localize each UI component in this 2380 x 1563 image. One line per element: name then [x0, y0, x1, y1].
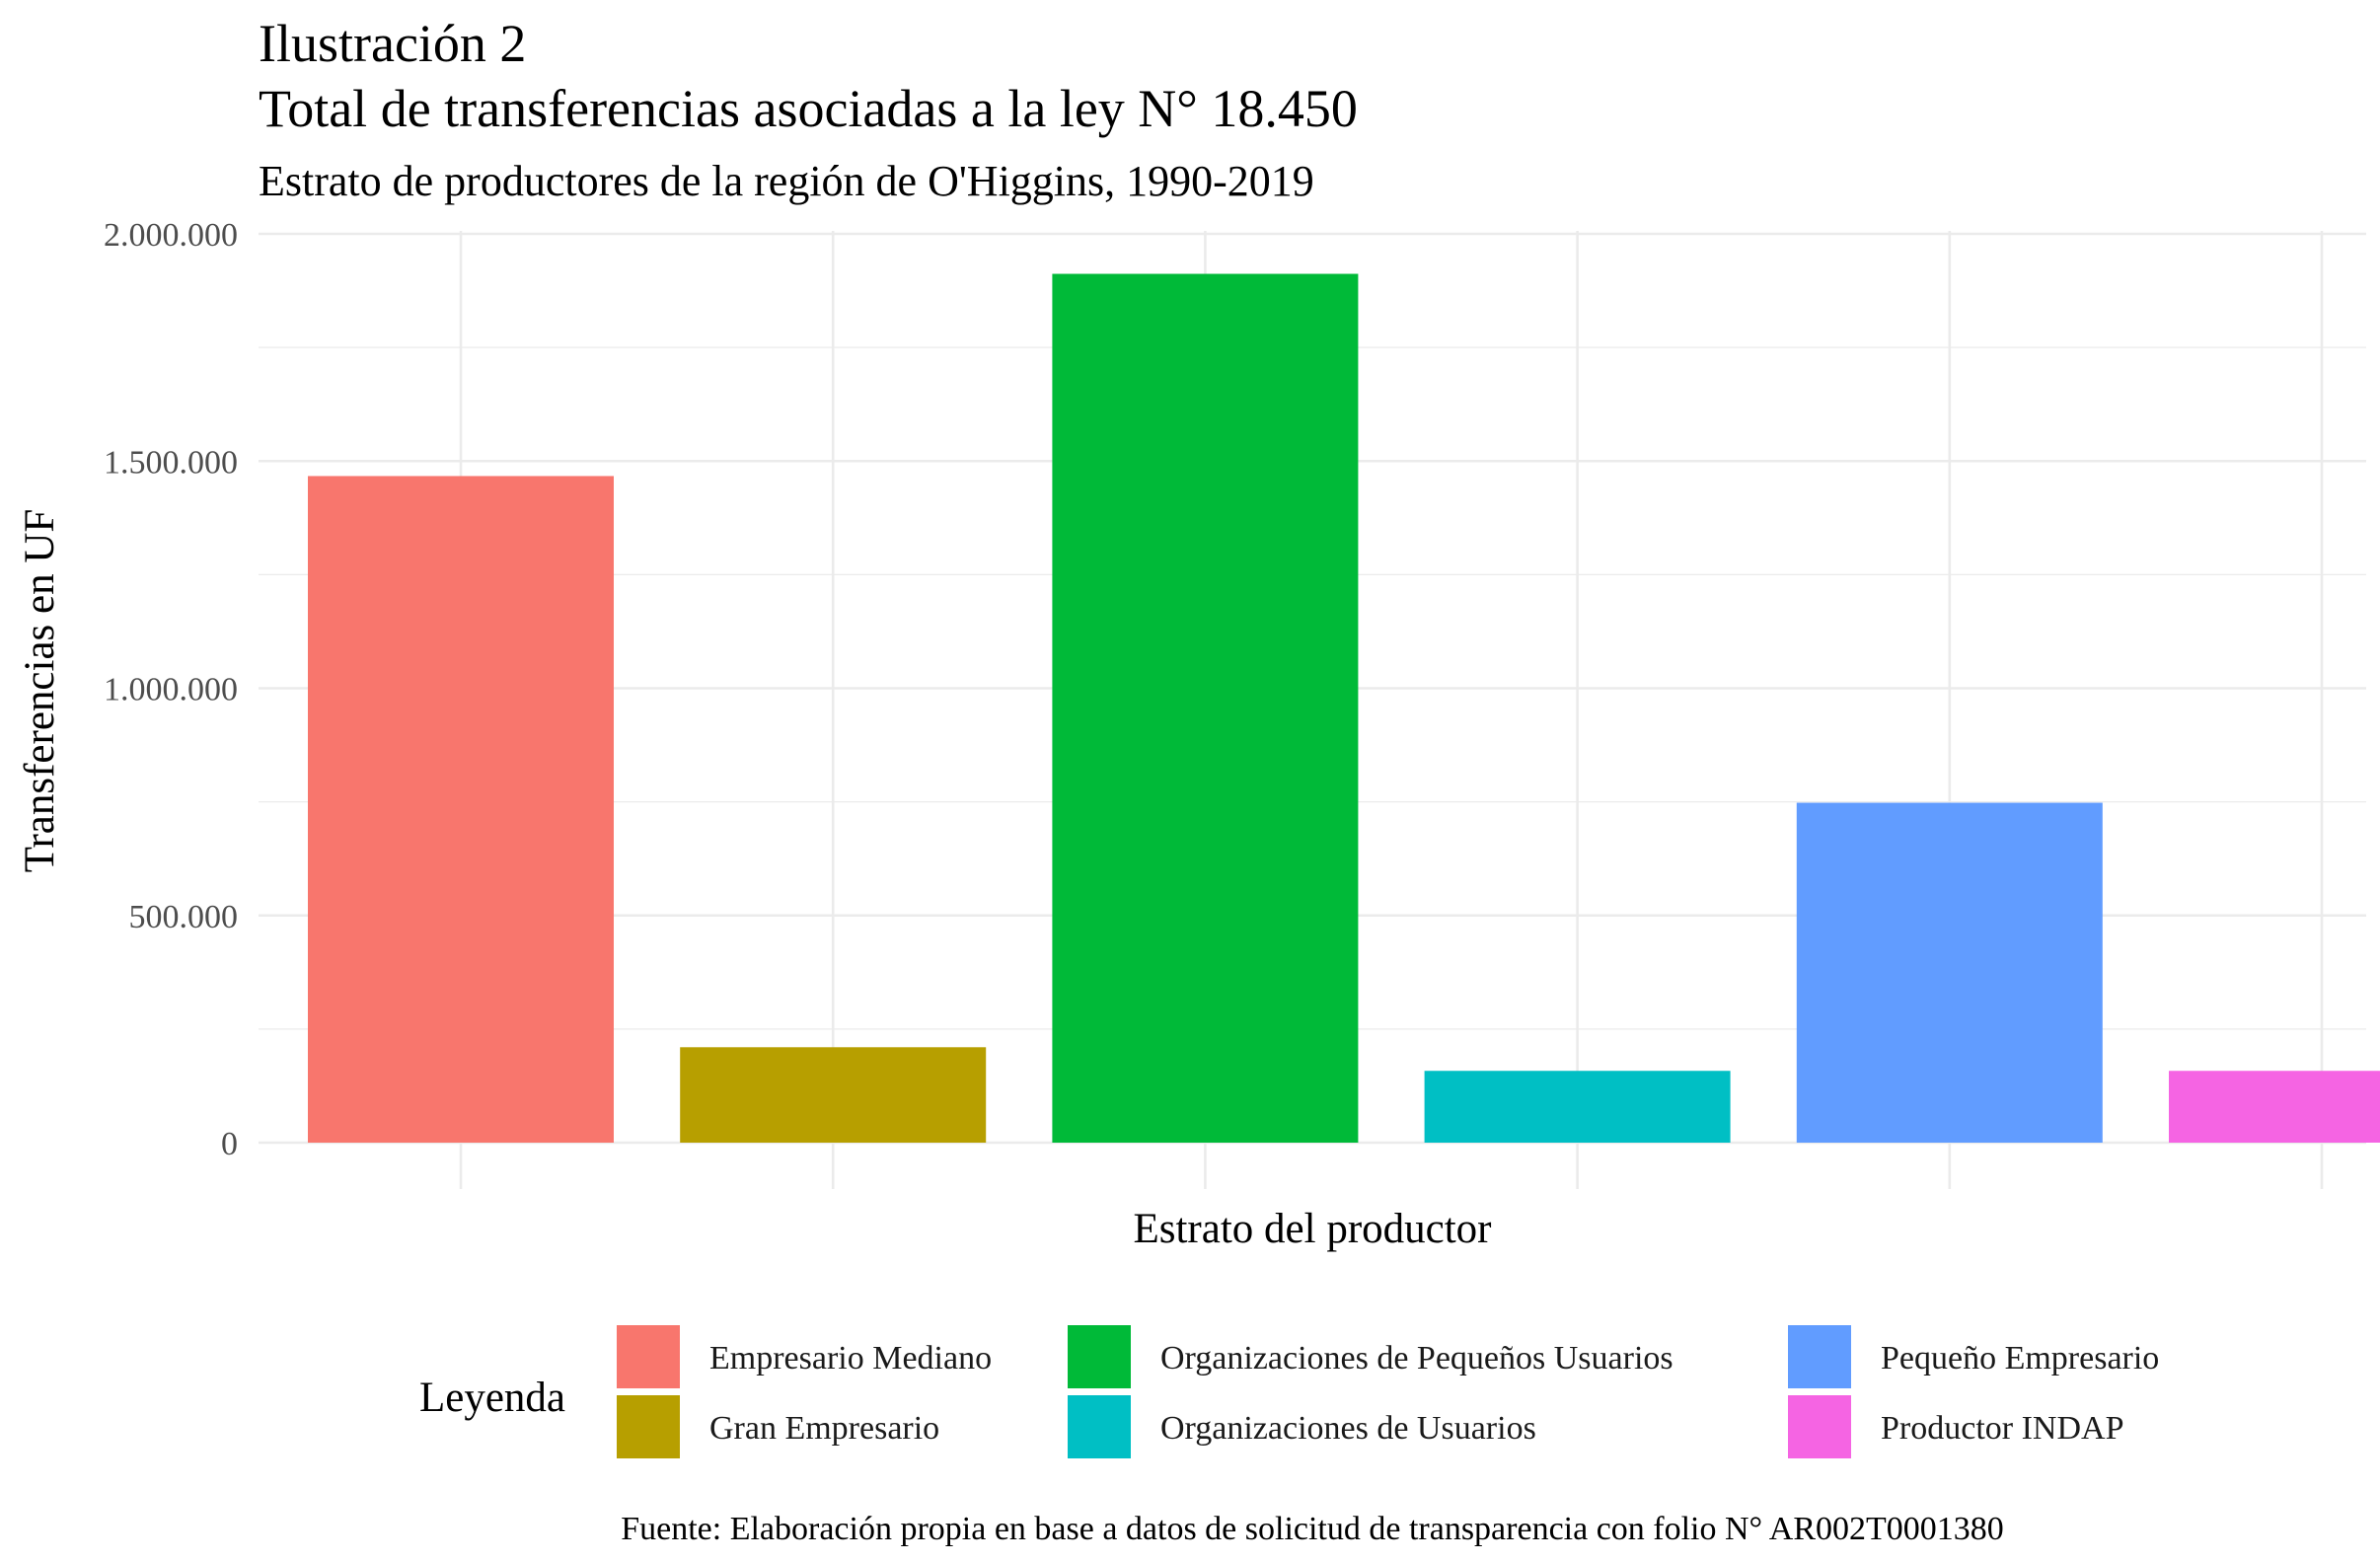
bar-2 — [680, 1047, 987, 1143]
bar-3 — [1052, 273, 1359, 1143]
legend-key-1 — [617, 1325, 680, 1388]
legend-label-5: Pequeño Empresario — [1881, 1340, 2159, 1377]
bar-4 — [1424, 1071, 1731, 1143]
bar-5 — [1796, 802, 2103, 1143]
legend-label-3: Organizaciones de Pequeños Usuarios — [1160, 1340, 1673, 1377]
caption: Fuente: Elaboración propia en base a dat… — [621, 1511, 2004, 1547]
x-axis-title: Estrato del productor — [1133, 1206, 1491, 1252]
bar-6 — [2169, 1071, 2380, 1143]
legend-label-6: Productor INDAP — [1881, 1410, 2123, 1447]
y-tick-label: 2.000.000 — [104, 217, 238, 254]
legend-label-4: Organizaciones de Usuarios — [1160, 1410, 1536, 1447]
legend-label-2: Gran Empresario — [709, 1410, 939, 1447]
y-tick-label: 0 — [221, 1126, 238, 1162]
legend-key-4 — [1068, 1395, 1131, 1458]
y-axis-title: Transferencias en UF — [17, 509, 63, 873]
legend-key-6 — [1788, 1395, 1851, 1458]
y-tick-label: 1.000.000 — [104, 672, 238, 708]
legend-key-5 — [1788, 1325, 1851, 1388]
y-tick-label: 1.500.000 — [104, 444, 238, 481]
legend-label-1: Empresario Mediano — [709, 1340, 992, 1377]
bar-1 — [308, 476, 614, 1143]
bars — [308, 273, 2380, 1143]
chart-title: Ilustración 2 — [259, 14, 526, 73]
chart-title-line2: Total de transferencias asociadas a la l… — [259, 79, 1358, 138]
y-tick-label: 500.000 — [129, 899, 239, 935]
legend: Leyenda Empresario Mediano Gran Empresari… — [419, 1325, 2159, 1458]
legend-key-2 — [617, 1395, 680, 1458]
y-axis-ticks: 0 500.000 1.000.000 1.500.000 2.000.000 — [104, 217, 238, 1162]
chart-subtitle: Estrato de productores de la región de O… — [259, 157, 1314, 205]
legend-key-3 — [1068, 1325, 1131, 1388]
legend-title: Leyenda — [419, 1375, 565, 1421]
